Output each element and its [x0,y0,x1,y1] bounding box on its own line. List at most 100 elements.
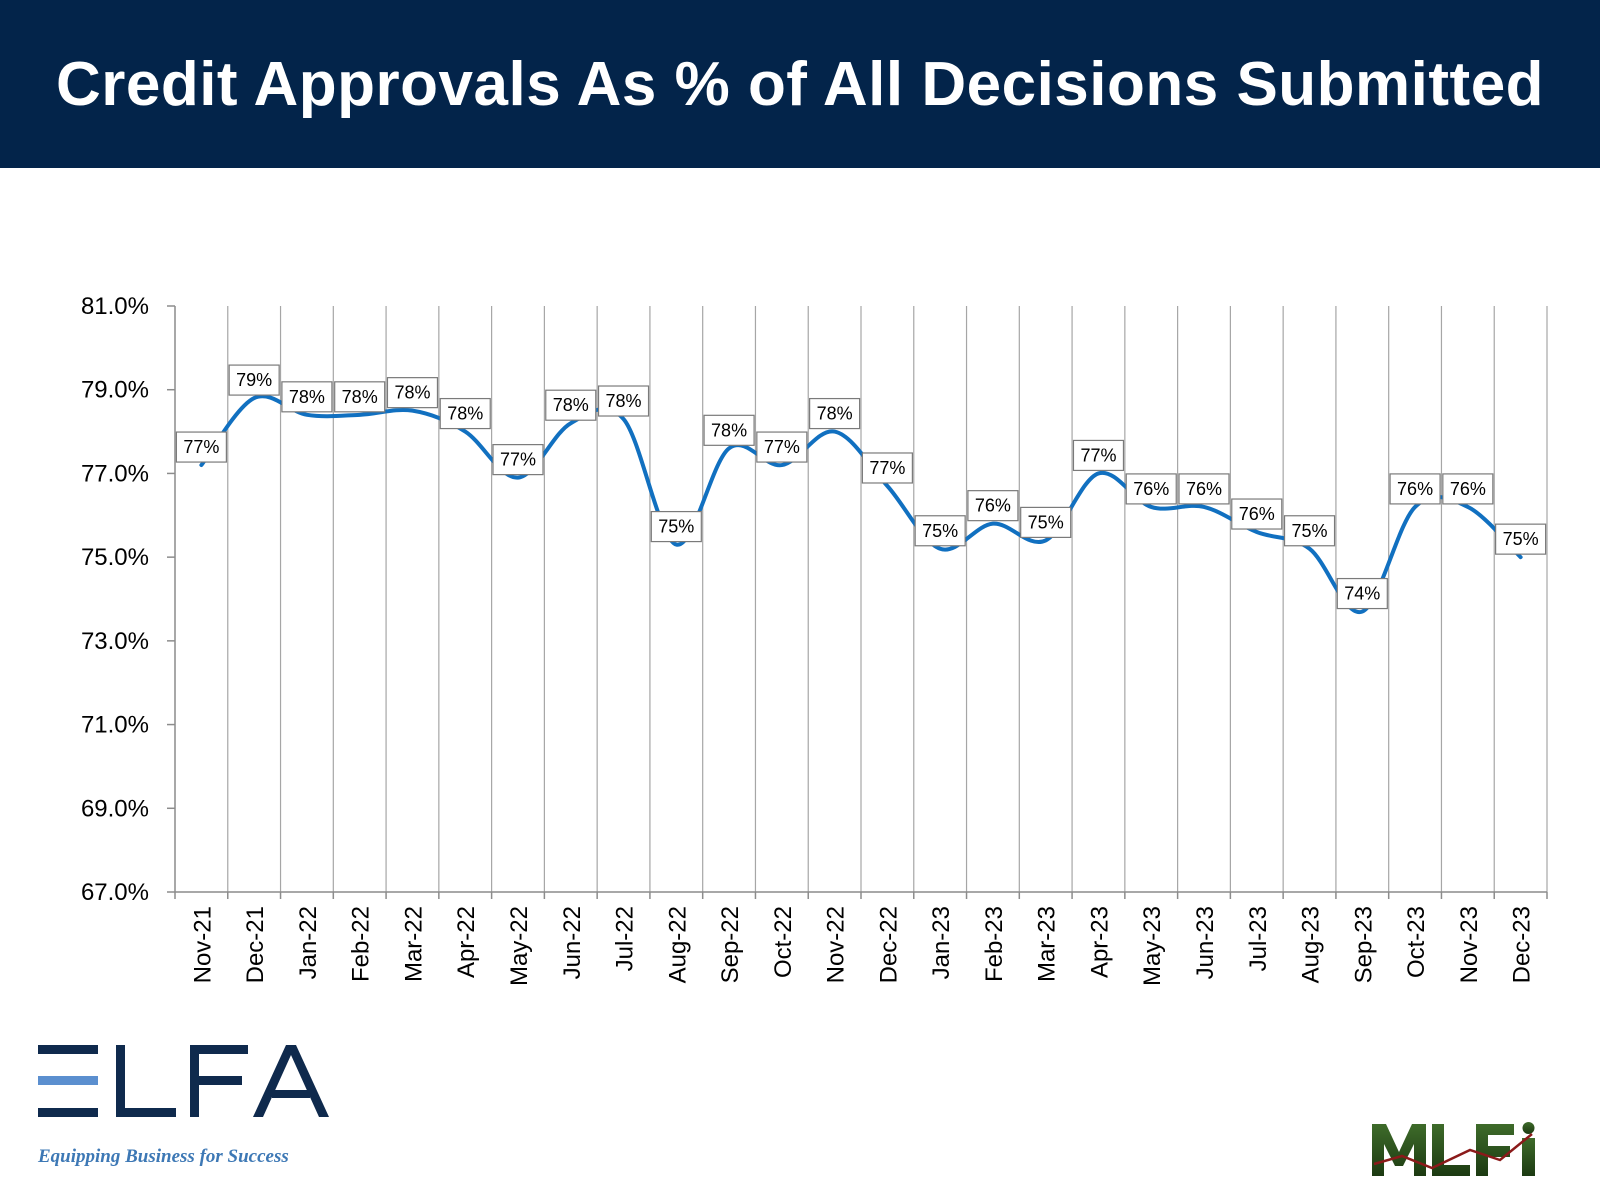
y-tick-label: 77.0% [81,460,149,487]
data-label: 77% [500,450,536,470]
data-point [1308,547,1312,551]
data-point [833,430,837,434]
data-point [1096,471,1100,475]
y-tick-label: 81.0% [81,293,149,320]
data-label: 75% [1028,512,1064,532]
data-label: 78% [711,420,747,440]
data-label: 78% [394,383,430,403]
data-label-box [1495,523,1547,555]
data-point [1149,505,1153,509]
x-tick-label: May-23 [1139,906,1166,986]
x-tick-label: Nov-21 [189,906,216,983]
data-point [1413,505,1417,509]
data-point [463,430,467,434]
data-label-box [650,510,702,543]
y-tick-label: 79.0% [81,377,149,404]
x-tick-label: Sep-22 [717,906,744,983]
mlfi-logo [1372,1122,1535,1176]
data-label: 76% [1133,479,1169,499]
data-label: 78% [342,387,378,407]
y-tick-label: 73.0% [81,628,149,655]
data-label-box [597,385,650,417]
data-label-box [703,414,755,446]
data-point [1519,555,1523,559]
x-tick-label: Jan-23 [928,906,955,979]
data-label: 75% [922,521,958,541]
data-label-box [1072,439,1125,472]
data-label-box [1442,473,1494,505]
x-tick-label: Dec-23 [1509,906,1536,983]
data-point [1202,505,1206,509]
data-point [1466,505,1470,509]
x-tick-label: Apr-23 [1086,906,1113,978]
data-point [199,463,203,467]
data-point [516,476,520,480]
data-label: 77% [183,437,219,457]
data-label: 75% [1503,529,1539,549]
data-point [1255,530,1259,534]
x-tick-label: Sep-23 [1350,906,1377,983]
data-label: 78% [606,391,642,411]
x-tick-label: Feb-23 [981,906,1008,982]
title-banner: Credit Approvals As % of All Decisions S… [0,0,1600,168]
data-label-box [1231,498,1283,530]
elfa-tagline: Equipping Business for Success [38,1146,289,1167]
data-label-box [281,381,333,413]
data-point [780,463,784,467]
x-tick-label: May-22 [506,906,533,986]
data-label-box [1283,515,1336,547]
data-point [885,484,889,488]
data-label-box [334,381,386,413]
x-tick-label: Nov-23 [1456,906,1483,983]
data-label: 77% [1080,445,1116,465]
data-label: 76% [975,496,1011,516]
data-label: 76% [1239,504,1275,524]
data-point [252,396,256,400]
x-tick-label: Dec-21 [242,906,269,983]
y-tick-label: 71.0% [81,712,149,739]
data-point [938,547,942,551]
y-tick-label: 69.0% [81,795,149,822]
data-label: 76% [1397,479,1433,499]
x-tick-label: Mar-22 [400,906,427,982]
data-point [727,446,731,450]
data-label: 75% [658,517,694,537]
elfa-logo [38,1045,329,1117]
data-label-box [1336,577,1388,610]
y-tick-label: 75.0% [81,544,149,571]
data-point [1360,610,1364,614]
data-label: 76% [1450,479,1486,499]
line-chart: 81.0% 79.0% 77.0% 75.0% 73.0% 71.0% 69.0% 67.0%… [81,293,1548,986]
data-label: 78% [553,395,589,415]
data-label-box [1020,506,1072,538]
x-tick-label: Apr-22 [453,906,480,978]
data-point [410,409,414,413]
x-tick-label: Jul-22 [612,906,639,971]
data-label: 79% [236,370,272,390]
data-label-box [439,397,491,430]
data-label-box [228,364,280,396]
data-label: 74% [1344,584,1380,604]
data-point [674,543,678,547]
x-tick-label: Mar-23 [1034,906,1061,982]
data-label-box [492,444,544,476]
data-point [305,413,309,417]
data-label-box [914,515,966,547]
x-tick-label: Jun-22 [559,906,586,979]
x-tick-label: Aug-23 [1298,906,1325,983]
data-label: 76% [1186,479,1222,499]
data-label-box [1178,473,1230,505]
data-label-box [1125,473,1177,505]
data-point [358,413,362,417]
x-tick-label: Jan-22 [295,906,322,979]
data-point [1044,538,1048,542]
y-tick-label: 67.0% [81,879,149,906]
data-label: 77% [869,458,905,478]
data-label-box [175,431,227,463]
x-tick-label: Feb-22 [348,906,375,982]
data-label: 77% [764,437,800,457]
x-tick-label: Oct-23 [1403,906,1430,978]
series-line [199,394,1523,614]
data-label: 78% [447,404,483,424]
data-label-box [861,452,913,484]
